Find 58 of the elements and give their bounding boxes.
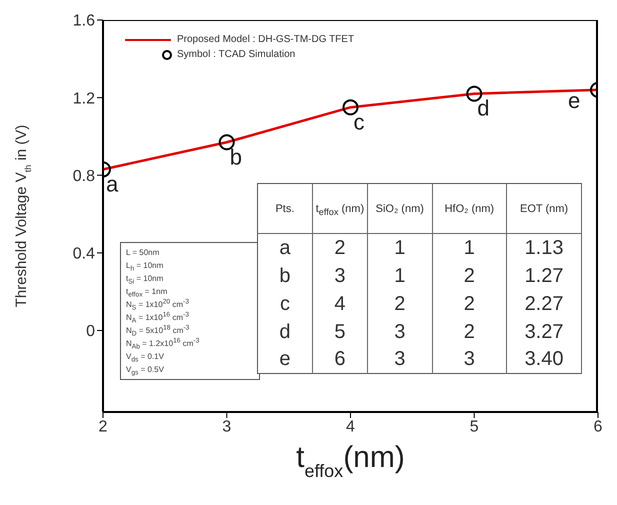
x-tick-label: 2 bbox=[98, 418, 108, 436]
annotation: L = 50nm bbox=[126, 247, 160, 259]
annotation: 1 bbox=[432, 234, 507, 262]
legend-label: Proposed Model : DH-GS-TM-DG TFET bbox=[177, 34, 354, 45]
annotation: 3.40 bbox=[506, 346, 582, 374]
x-tick-label: 3 bbox=[222, 418, 232, 436]
annotation: a bbox=[106, 171, 119, 196]
annotation: e bbox=[568, 88, 580, 113]
annotation: b bbox=[230, 144, 242, 170]
annotation: 1.13 bbox=[506, 234, 582, 262]
annotation: 5 bbox=[312, 318, 368, 346]
annotation: V$_{gs}$ = 0.5V bbox=[126, 364, 165, 377]
annotation: V$_{ds}$ = 0.1V bbox=[126, 351, 165, 364]
y-tick-label: 0 bbox=[86, 323, 96, 340]
annotation: Pts. bbox=[258, 184, 312, 234]
annotation: t$_{effox}$ = 1nm bbox=[126, 286, 168, 299]
annotation: 1 bbox=[367, 234, 432, 262]
annotation: c bbox=[354, 109, 364, 134]
annotation: 6 bbox=[312, 346, 368, 374]
annotation: t$_{effox}$ (nm) bbox=[312, 184, 368, 234]
annotation: N$_{D}$ = 5x10$^{18}$ cm$^{-3}$ bbox=[126, 324, 190, 338]
annotation: 4 bbox=[312, 290, 368, 318]
annotation: a bbox=[258, 234, 312, 262]
y-tick-label: 1.6 bbox=[72, 12, 96, 30]
annotation: 3 bbox=[312, 262, 368, 290]
annotation: b bbox=[258, 262, 312, 290]
y-tick-label: 0.4 bbox=[72, 246, 96, 263]
annotation: 2 bbox=[432, 290, 507, 318]
annotation: e bbox=[258, 346, 312, 374]
annotation: 3.27 bbox=[506, 318, 582, 346]
x-tick-label: 4 bbox=[346, 418, 356, 436]
annotation: N$_{A}$ = 1x10$^{16}$ cm$^{-3}$ bbox=[126, 311, 190, 325]
x-tick-label: 6 bbox=[594, 418, 603, 436]
x-axis-title: t$_{effox}$(nm) bbox=[296, 441, 405, 481]
y-tick-label: 1.2 bbox=[72, 90, 96, 108]
annotation: SiO₂ (nm) bbox=[367, 184, 432, 234]
annotation: t$_{Si}$ = 10nm bbox=[126, 273, 164, 286]
annotation: 1 bbox=[367, 262, 432, 290]
y-tick-label: 0.8 bbox=[72, 168, 96, 185]
annotation: 3 bbox=[367, 346, 432, 374]
annotation: 2 bbox=[367, 290, 432, 318]
annotation: L$_{h}$ = 10nm bbox=[126, 260, 164, 273]
x-tick-label: 5 bbox=[470, 418, 479, 436]
annotation: d bbox=[477, 96, 490, 121]
annotation: N$_{Ab}$ = 1.2x10$^{16}$ cm$^{-3}$ bbox=[126, 337, 200, 351]
annotation: 2 bbox=[432, 318, 507, 346]
annotation: 2 bbox=[432, 262, 507, 290]
annotation: 2 bbox=[312, 234, 368, 262]
annotation: EOT (nm) bbox=[506, 184, 582, 234]
legend-label: Symbol : TCAD Simulation bbox=[177, 49, 296, 60]
annotation: HfO₂ (nm) bbox=[432, 184, 507, 234]
annotation: N$_{S}$ = 1x10$^{20}$ cm$^{-3}$ bbox=[126, 298, 190, 312]
annotation: 2.27 bbox=[506, 290, 582, 318]
annotation: 3 bbox=[367, 318, 432, 346]
annotation: 3 bbox=[432, 346, 507, 374]
annotation: d bbox=[258, 318, 312, 346]
annotation: 1.27 bbox=[506, 262, 582, 290]
annotation: c bbox=[258, 290, 312, 318]
